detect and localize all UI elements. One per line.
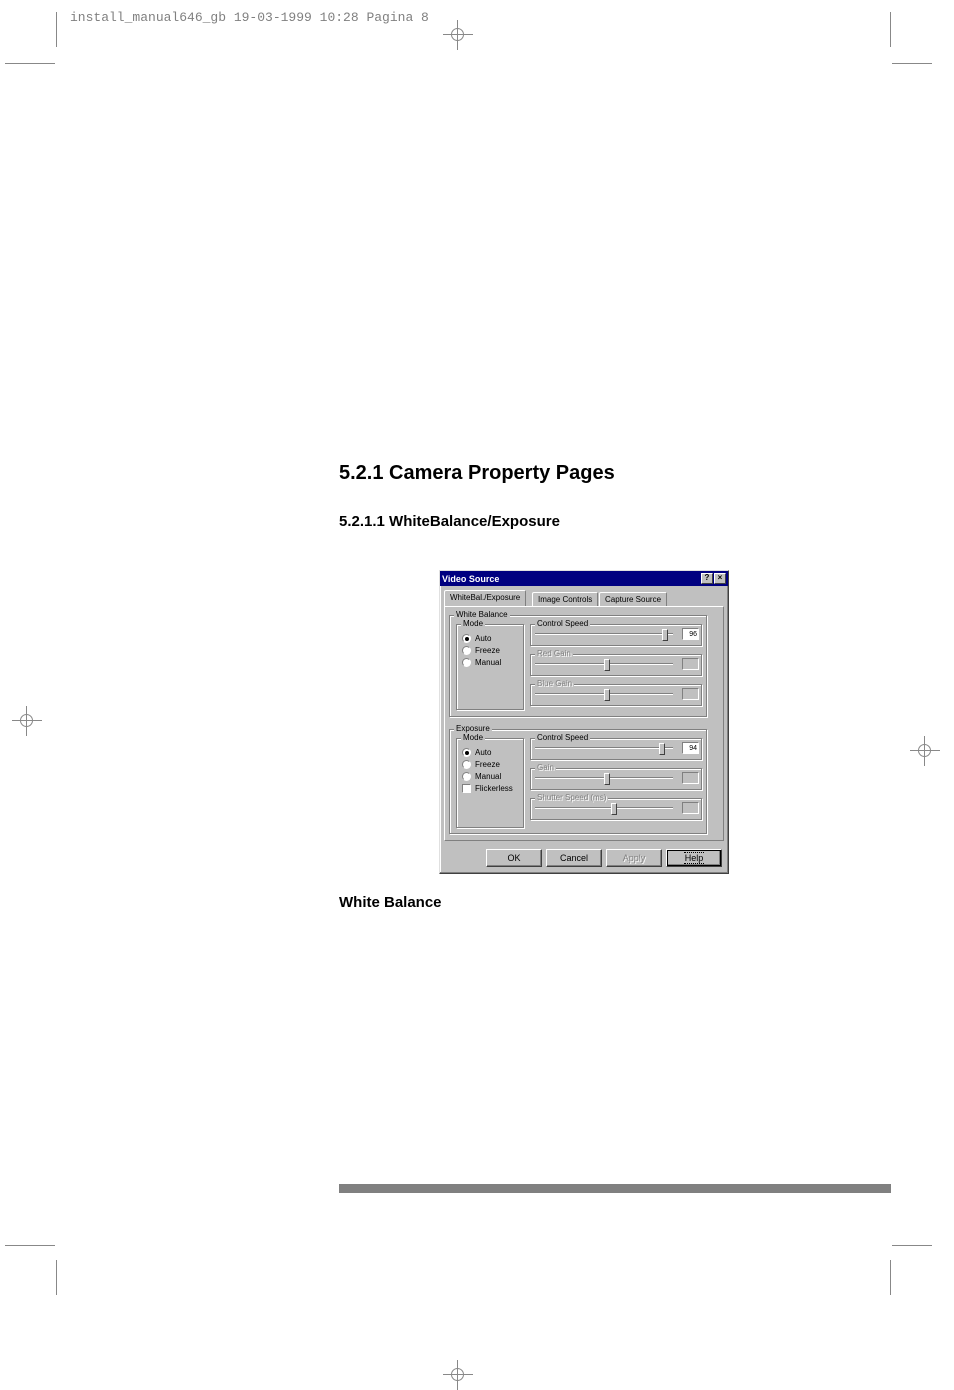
checkbox-label: Flickerless: [475, 784, 513, 793]
crop-mark: [890, 1260, 891, 1295]
group-label: Mode: [461, 619, 485, 628]
tab-strip: WhiteBal./Exposure Image Controls Captur…: [444, 590, 724, 606]
subsection-heading: 5.2.1.1 WhiteBalance/Exposure: [339, 513, 891, 530]
close-titlebar-button[interactable]: ×: [714, 573, 726, 584]
exposure-mode-group: Mode Auto Freeze Manual Flickerless: [456, 738, 524, 828]
dialog-button-row: OK Cancel Apply Help: [440, 845, 728, 873]
video-source-dialog: Video Source ? × WhiteBal./Exposure Imag…: [439, 570, 729, 874]
registration-mark: [443, 1360, 473, 1390]
help-titlebar-button[interactable]: ?: [701, 573, 713, 584]
exp-mode-manual-radio[interactable]: Manual: [462, 772, 523, 781]
radio-label: Manual: [475, 658, 501, 667]
radio-icon: [462, 760, 471, 769]
help-button[interactable]: Help: [666, 849, 722, 867]
slider-value: 94: [682, 742, 699, 754]
slider-value: [682, 658, 699, 670]
checkbox-icon: [462, 784, 471, 793]
apply-button: Apply: [606, 849, 662, 867]
registration-mark: [910, 736, 940, 766]
crop-mark: [892, 63, 932, 64]
crop-mark: [5, 63, 55, 64]
radio-label: Freeze: [475, 760, 500, 769]
slider-thumb: [611, 803, 617, 815]
slider-value: [682, 688, 699, 700]
crop-mark: [890, 12, 891, 47]
radio-label: Auto: [475, 748, 491, 757]
group-label: Exposure: [454, 724, 492, 733]
crop-mark: [892, 1245, 932, 1246]
crop-mark: [56, 1260, 57, 1295]
dialog-titlebar[interactable]: Video Source ? ×: [440, 571, 728, 586]
footer-stripe: [339, 1184, 891, 1193]
tab-whitebal-exposure[interactable]: WhiteBal./Exposure: [444, 590, 526, 606]
crop-mark: [5, 1245, 55, 1246]
exp-mode-auto-radio[interactable]: Auto: [462, 748, 523, 757]
group-label: Mode: [461, 733, 485, 742]
button-label: Help: [684, 852, 705, 864]
slider-thumb[interactable]: [662, 629, 668, 641]
exp-shutter-slider: Shutter Speed (ms): [530, 798, 702, 820]
radio-label: Manual: [475, 772, 501, 781]
slider-label: Blue Gain: [535, 679, 574, 688]
wb-blue-gain-slider: Blue Gain: [530, 684, 702, 706]
section-heading: 5.2.1 Camera Property Pages: [339, 462, 891, 485]
registration-mark: [443, 20, 473, 50]
ok-button[interactable]: OK: [486, 849, 542, 867]
print-header: install_manual646_gb 19-03-1999 10:28 Pa…: [70, 10, 429, 25]
slider-value: [682, 772, 699, 784]
crop-mark: [56, 12, 57, 47]
wb-red-gain-slider: Red Gain: [530, 654, 702, 676]
wb-mode-group: Mode Auto Freeze Manual: [456, 624, 524, 710]
radio-icon: [462, 772, 471, 781]
page-content: 5.2.1 Camera Property Pages 5.2.1.1 Whit…: [339, 462, 891, 911]
slider-label: Red Gain: [535, 649, 573, 658]
exp-control-speed-slider[interactable]: Control Speed 94: [530, 738, 702, 760]
exp-gain-slider: Gain: [530, 768, 702, 790]
slider-label: Shutter Speed (ms): [535, 793, 608, 802]
slider-value: 96: [682, 628, 699, 640]
tab-capture-source[interactable]: Capture Source: [599, 592, 667, 606]
radio-icon: [462, 646, 471, 655]
wb-mode-auto-radio[interactable]: Auto: [462, 634, 523, 643]
cancel-button[interactable]: Cancel: [546, 849, 602, 867]
dialog-title: Video Source: [442, 574, 499, 584]
tab-image-controls[interactable]: Image Controls: [532, 592, 598, 606]
exposure-group: Exposure Mode Auto Freeze Manual Flicker…: [449, 729, 707, 834]
wb-mode-manual-radio[interactable]: Manual: [462, 658, 523, 667]
slider-label: Gain: [535, 763, 556, 772]
radio-label: Freeze: [475, 646, 500, 655]
radio-icon: [462, 658, 471, 667]
slider-thumb[interactable]: [659, 743, 665, 755]
wb-control-speed-slider[interactable]: Control Speed 96: [530, 624, 702, 646]
tab-panel: White Balance Mode Auto Freeze Manual Co…: [444, 606, 724, 841]
slider-thumb: [604, 659, 610, 671]
group-label: White Balance: [454, 610, 510, 619]
radio-label: Auto: [475, 634, 491, 643]
radio-icon: [462, 748, 471, 757]
flickerless-checkbox[interactable]: Flickerless: [462, 784, 523, 793]
radio-icon: [462, 634, 471, 643]
white-balance-group: White Balance Mode Auto Freeze Manual Co…: [449, 615, 707, 717]
slider-value: [682, 802, 699, 814]
wb-mode-freeze-radio[interactable]: Freeze: [462, 646, 523, 655]
slider-label: Control Speed: [535, 733, 590, 742]
slider-thumb: [604, 689, 610, 701]
body-heading: White Balance: [339, 894, 891, 911]
exp-mode-freeze-radio[interactable]: Freeze: [462, 760, 523, 769]
slider-thumb: [604, 773, 610, 785]
registration-mark: [12, 706, 42, 736]
slider-label: Control Speed: [535, 619, 590, 628]
